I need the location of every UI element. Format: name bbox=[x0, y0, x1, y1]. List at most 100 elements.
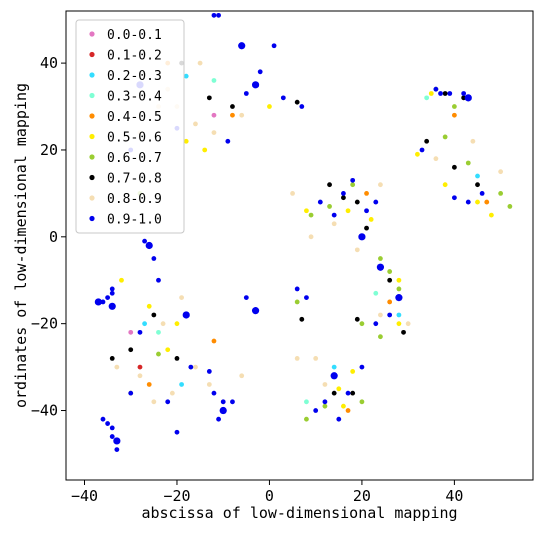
data-point bbox=[368, 217, 374, 222]
data-point bbox=[165, 347, 171, 353]
data-point bbox=[183, 73, 189, 79]
data-point bbox=[350, 369, 356, 374]
data-point bbox=[230, 399, 235, 405]
data-point bbox=[160, 321, 166, 327]
data-point bbox=[331, 212, 337, 218]
data-point bbox=[442, 182, 448, 188]
y-tick-label: 0 bbox=[49, 228, 58, 246]
data-point bbox=[174, 429, 180, 435]
data-point bbox=[350, 390, 356, 396]
data-point bbox=[156, 277, 161, 283]
data-point bbox=[174, 321, 180, 327]
legend-label: 0.3-0.4 bbox=[107, 90, 162, 105]
data-point bbox=[137, 364, 143, 370]
data-point bbox=[354, 316, 360, 322]
series-0.1-0.2 bbox=[137, 364, 143, 370]
data-point bbox=[364, 190, 369, 196]
data-point bbox=[341, 195, 346, 201]
data-point bbox=[331, 390, 337, 396]
data-point bbox=[350, 182, 356, 188]
data-point bbox=[211, 112, 217, 118]
data-point bbox=[169, 390, 175, 396]
data-point bbox=[128, 347, 134, 353]
data-point bbox=[146, 303, 152, 309]
data-point bbox=[146, 382, 152, 387]
data-point bbox=[299, 316, 305, 322]
data-point bbox=[94, 298, 102, 306]
data-point bbox=[451, 112, 457, 118]
data-point bbox=[387, 312, 393, 318]
data-point bbox=[376, 263, 385, 271]
data-point bbox=[424, 138, 430, 144]
legend-label: 0.1-0.2 bbox=[107, 49, 162, 64]
legend-marker bbox=[89, 154, 95, 160]
data-point bbox=[100, 416, 106, 422]
data-point bbox=[239, 373, 245, 379]
data-point bbox=[336, 416, 342, 422]
data-point bbox=[378, 334, 383, 340]
data-point bbox=[327, 204, 332, 209]
data-point bbox=[304, 295, 309, 301]
data-point bbox=[341, 403, 346, 409]
legend-box bbox=[75, 19, 185, 234]
series-0.8-0.9 bbox=[114, 60, 504, 405]
x-tick-label: 0 bbox=[265, 487, 274, 505]
data-point bbox=[151, 399, 157, 405]
data-point bbox=[193, 121, 198, 127]
data-point bbox=[271, 43, 277, 49]
data-point bbox=[401, 329, 406, 335]
data-point bbox=[451, 164, 457, 170]
data-point bbox=[109, 290, 115, 296]
data-point bbox=[299, 104, 305, 109]
data-point bbox=[465, 199, 471, 205]
legend-marker bbox=[89, 92, 95, 99]
x-tick-label: 20 bbox=[353, 487, 371, 505]
axis-ticks: −40 −20 0 20 40 −40 −20 0 20 40 bbox=[31, 54, 464, 505]
series-0.9-1.0 bbox=[94, 12, 485, 453]
data-point bbox=[359, 364, 365, 370]
data-point bbox=[475, 182, 480, 188]
data-point bbox=[387, 277, 393, 283]
data-point bbox=[216, 416, 221, 422]
data-point bbox=[211, 12, 217, 18]
legend-marker bbox=[89, 31, 95, 37]
data-point bbox=[197, 60, 203, 66]
data-point bbox=[354, 247, 360, 253]
data-point bbox=[294, 286, 300, 292]
data-point bbox=[359, 321, 365, 327]
data-point bbox=[396, 286, 402, 292]
series-0.0-0.1 bbox=[128, 112, 217, 335]
data-point bbox=[202, 147, 208, 153]
data-point bbox=[257, 69, 263, 75]
data-point bbox=[142, 238, 148, 244]
data-point bbox=[470, 138, 476, 144]
data-point bbox=[294, 99, 300, 105]
data-point bbox=[219, 406, 227, 415]
data-point bbox=[364, 208, 369, 214]
series-0.5-0.6 bbox=[119, 91, 494, 409]
legend-marker bbox=[89, 113, 95, 119]
data-point bbox=[461, 91, 467, 96]
data-point bbox=[415, 151, 420, 157]
data-point bbox=[230, 104, 235, 109]
data-point bbox=[183, 138, 189, 144]
data-point bbox=[193, 364, 198, 370]
data-point bbox=[442, 91, 448, 96]
data-point bbox=[464, 94, 472, 102]
data-point bbox=[238, 42, 246, 50]
data-point bbox=[220, 399, 226, 405]
data-point bbox=[308, 212, 314, 218]
data-point bbox=[317, 199, 323, 205]
data-point bbox=[156, 329, 161, 335]
data-point bbox=[109, 425, 115, 431]
data-point bbox=[461, 95, 467, 101]
data-point bbox=[438, 91, 443, 96]
legend-label: 0.8-0.9 bbox=[107, 192, 162, 207]
data-point bbox=[373, 290, 379, 296]
data-point bbox=[105, 295, 111, 301]
data-point bbox=[378, 256, 383, 261]
data-point bbox=[341, 190, 346, 196]
data-point bbox=[345, 208, 351, 214]
legend-label: 0.0-0.1 bbox=[107, 28, 162, 43]
y-tick-label: −20 bbox=[31, 315, 58, 333]
